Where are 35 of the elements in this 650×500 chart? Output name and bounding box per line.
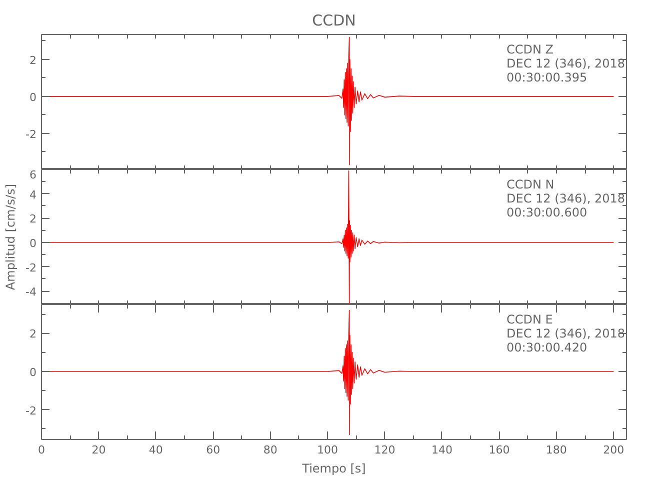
y-axis-title: Amplitud [cm/s/s] — [4, 184, 18, 290]
x-tick-label: 140 — [431, 444, 452, 456]
annotation: 00:30:00.600 — [506, 206, 588, 220]
y-tick-label: 0 — [30, 90, 36, 104]
annotation: DEC 12 (346), 2018 — [506, 56, 626, 70]
y-tick-label: 0 — [30, 366, 36, 380]
y-tick-label: -2 — [26, 128, 36, 141]
y-tick-label: 4 — [30, 188, 36, 202]
x-tick-label: 100 — [317, 444, 338, 456]
annotation: 00:30:00.420 — [506, 340, 588, 354]
y-tick-label: -2 — [26, 404, 36, 418]
chart-title: CCDN — [312, 12, 356, 30]
x-tick-label: 20 — [92, 444, 106, 456]
annotation: DEC 12 (346), 2018 — [506, 192, 626, 206]
y-tick-label: 0 — [30, 236, 36, 250]
y-tick-label: 2 — [30, 328, 36, 341]
y-tick-label: 6 — [30, 168, 36, 182]
annotation: CCDN Z — [506, 42, 554, 56]
x-tick-label: 160 — [488, 444, 510, 456]
y-tick-label: 2 — [30, 54, 36, 67]
y-tick-label: 2 — [30, 212, 36, 226]
annotation: DEC 12 (346), 2018 — [506, 326, 626, 340]
x-tick-label: 80 — [263, 444, 278, 456]
x-tick-label: 60 — [206, 444, 220, 456]
x-tick-label: 40 — [148, 444, 163, 456]
x-tick-label: 120 — [374, 444, 396, 456]
x-tick-label: 200 — [603, 444, 624, 456]
annotation: CCDN N — [506, 178, 554, 192]
x-axis-title: Tiempo [s] — [301, 462, 366, 476]
x-tick-label: 180 — [546, 444, 567, 456]
annotation: 00:30:00.395 — [506, 70, 588, 84]
y-tick-label: -4 — [26, 286, 36, 299]
y-tick-label: -2 — [26, 261, 36, 274]
annotation: CCDN E — [506, 312, 553, 326]
x-tick-label: 0 — [38, 444, 45, 456]
